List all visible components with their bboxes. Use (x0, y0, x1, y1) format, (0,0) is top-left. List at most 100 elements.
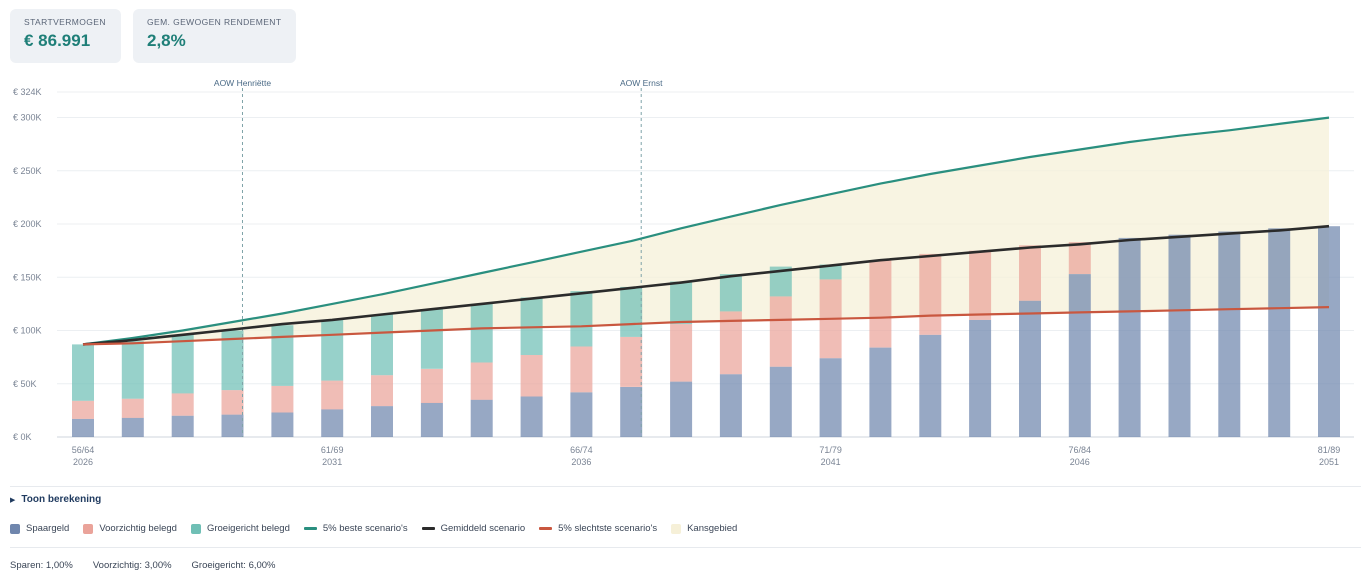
bar-segment-cautious (719, 311, 742, 375)
y-tick-label: € 300K (13, 113, 42, 123)
bar-segment-savings (1218, 231, 1241, 437)
bar-segment-growth (221, 330, 244, 391)
bar-segment-cautious (919, 253, 942, 335)
bar-segment-cautious (520, 355, 543, 397)
bar-segment-savings (1068, 274, 1091, 437)
bar-segment-growth (171, 334, 194, 394)
bar-segment-savings (121, 417, 144, 437)
bar-segment-savings (520, 396, 543, 437)
bar-segment-growth (670, 281, 693, 325)
bar-segment-growth (271, 325, 294, 386)
legend-swatch (190, 523, 201, 534)
bar-segment-cautious (969, 250, 992, 320)
bar-segment-savings (171, 415, 194, 437)
bar-segment-cautious (1068, 242, 1091, 274)
legend-item: Spaargeld (10, 523, 69, 534)
bar-segment-growth (769, 266, 792, 297)
y-tick-label: € 50K (13, 379, 37, 389)
bar-segment-savings (1318, 226, 1340, 437)
growth-rate: Groeigericht: 6,00% (191, 560, 276, 571)
x-tick-age: 66/74 (570, 445, 593, 455)
bar-segment-savings (321, 409, 344, 437)
legend-item: Kansgebied (671, 523, 737, 534)
bar-segment-cautious (470, 362, 493, 400)
weighted-return-label: GEM. GEWOGEN RENDEMENT (147, 17, 282, 27)
y-tick-label: € 150K (13, 272, 42, 282)
show-calculation-toggle[interactable]: ▶ Toon berekening (10, 494, 101, 505)
bar-segment-cautious (670, 324, 693, 382)
bar-segment-growth (719, 274, 742, 312)
start-capital-card: STARTVERMOGEN € 86.991 (10, 9, 121, 63)
legend-label: 5% beste scenario's (322, 523, 408, 534)
bar-segment-cautious (420, 368, 443, 403)
x-tick-year: 2036 (571, 457, 591, 467)
legend-item: Gemiddeld scenario (421, 523, 526, 534)
bar-segment-savings (719, 374, 742, 437)
x-tick-age: 61/69 (321, 445, 344, 455)
opportunity-area (83, 117, 1329, 345)
legend-swatch (303, 527, 317, 530)
bar-segment-cautious (869, 260, 892, 348)
bar-segment-growth (470, 303, 493, 363)
bar-segment-cautious (570, 346, 593, 393)
x-tick-year: 2046 (1070, 457, 1090, 467)
bar-segment-savings (670, 381, 693, 437)
y-tick-label: € 250K (13, 166, 42, 176)
bar-segment-savings (221, 414, 244, 437)
start-capital-value: € 86.991 (24, 31, 91, 50)
divider (10, 486, 1361, 487)
bar-segment-cautious (72, 400, 94, 419)
x-tick-age: 76/84 (1069, 445, 1092, 455)
caret-right-icon: ▶ (10, 496, 16, 504)
y-tick-label: € 200K (13, 219, 42, 229)
bar-segment-savings (1118, 237, 1141, 437)
bar-segment-savings (420, 402, 443, 437)
x-tick-year: 2031 (322, 457, 342, 467)
aow-marker-label: AOW Ernst (620, 78, 663, 88)
x-tick-age: 56/64 (72, 445, 95, 455)
worst-scenario-line (82, 306, 1330, 346)
bar-segment-growth (570, 291, 593, 347)
legend-item: Groeigericht belegd (190, 523, 290, 534)
bar-segment-cautious (769, 296, 792, 367)
bar-segment-savings (1019, 300, 1041, 437)
bar-segment-savings (72, 418, 94, 437)
weighted-return-value: 2,8% (147, 31, 186, 50)
legend-label: Gemiddeld scenario (440, 523, 526, 534)
divider (10, 547, 1361, 548)
bar-segment-savings (969, 319, 992, 437)
legend-label: Kansgebied (687, 523, 738, 534)
show-calculation-label: Toon berekening (21, 494, 102, 505)
bar-segment-savings (1268, 228, 1291, 437)
y-tick-label: € 100K (13, 326, 42, 336)
bar-segment-savings (869, 347, 892, 437)
chart-legend: Spaargeld Voorzichtig belegd Groeigericht … (10, 523, 737, 534)
bar-segment-cautious (1019, 245, 1041, 301)
savings-rate: Sparen: 1,00% (10, 560, 73, 571)
bar-segment-cautious (121, 398, 144, 418)
bar-segment-cautious (271, 385, 294, 413)
bar-segment-savings (620, 387, 643, 437)
bar-segment-growth (371, 314, 393, 376)
legend-item: 5% slechtste scenario's (539, 523, 657, 534)
bar-segment-savings (271, 412, 294, 437)
legend-label: Groeigericht belegd (206, 523, 290, 534)
cautious-rate: Voorzichtig: 3,00% (92, 560, 172, 571)
bar-segment-cautious (171, 393, 194, 416)
bar-segment-cautious (221, 390, 244, 415)
wealth-projection-chart: € 0K € 50K € 100K € 150K € 200K € 250K € 300K €… (13, 78, 1354, 467)
y-tick-label: € 0K (13, 432, 32, 442)
bar-segment-growth (420, 309, 443, 369)
x-tick-year: 2051 (1319, 457, 1339, 467)
bar-segment-savings (819, 358, 842, 437)
legend-swatch (539, 527, 553, 530)
x-tick-year: 2041 (821, 457, 841, 467)
bar-segment-savings (371, 406, 393, 437)
y-tick-label: € 324K (13, 87, 42, 97)
bar-segment-cautious (321, 380, 344, 410)
x-tick-age: 71/79 (819, 445, 842, 455)
legend-item: Voorzichtig belegd (83, 523, 177, 534)
x-tick-age: 81/89 (1318, 445, 1341, 455)
return-assumptions: Sparen: 1,00% Voorzichtig: 3,00% Groeige… (10, 560, 276, 571)
average-scenario-line (82, 224, 1330, 346)
